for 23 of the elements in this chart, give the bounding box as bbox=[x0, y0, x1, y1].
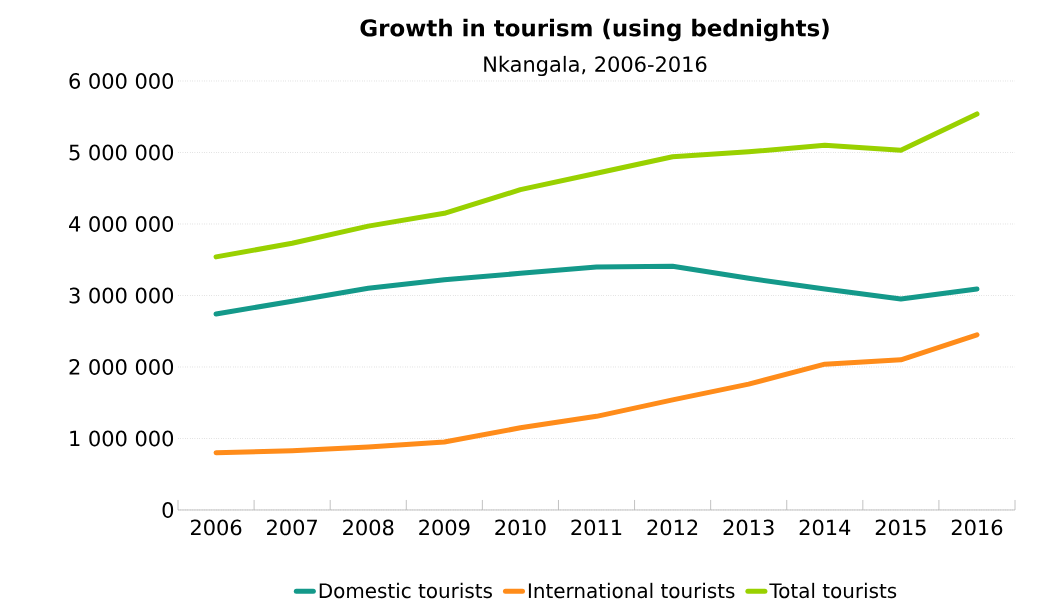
chart-subtitle: Nkangala, 2006-2016 bbox=[484, 55, 707, 77]
legend-label: Total tourists bbox=[769, 582, 897, 599]
y-tick-label: 6 000 000 bbox=[69, 73, 174, 89]
x-tick-label: 2012 bbox=[647, 519, 698, 536]
x-tick-label: 2011 bbox=[571, 519, 622, 536]
x-tick-label: 2016 bbox=[951, 519, 1003, 536]
y-tick-label: 0 bbox=[162, 502, 174, 518]
y-tick-label: 1 000 000 bbox=[70, 430, 174, 447]
x-tick-label: 2006 bbox=[190, 519, 242, 536]
chart-title: Growth in tourism (using bednights) bbox=[360, 18, 829, 42]
y-tick-label: 5 000 000 bbox=[69, 144, 174, 161]
x-tick-label: 2008 bbox=[343, 519, 394, 536]
y-tick-label: 2 000 000 bbox=[69, 359, 174, 375]
x-tick-label: 2013 bbox=[723, 519, 774, 536]
x-tick-label: 2010 bbox=[495, 519, 546, 536]
legend-label: International tourists bbox=[528, 582, 735, 599]
y-tick-label: 4 000 000 bbox=[69, 216, 174, 232]
x-tick-label: 2009 bbox=[419, 519, 470, 536]
legend-label: Domestic tourists bbox=[319, 582, 492, 599]
x-tick-label: 2015 bbox=[875, 519, 926, 536]
x-tick-label: 2007 bbox=[267, 519, 317, 536]
y-tick-label: 3 000 000 bbox=[69, 287, 174, 304]
x-tick-label: 2014 bbox=[799, 519, 851, 536]
